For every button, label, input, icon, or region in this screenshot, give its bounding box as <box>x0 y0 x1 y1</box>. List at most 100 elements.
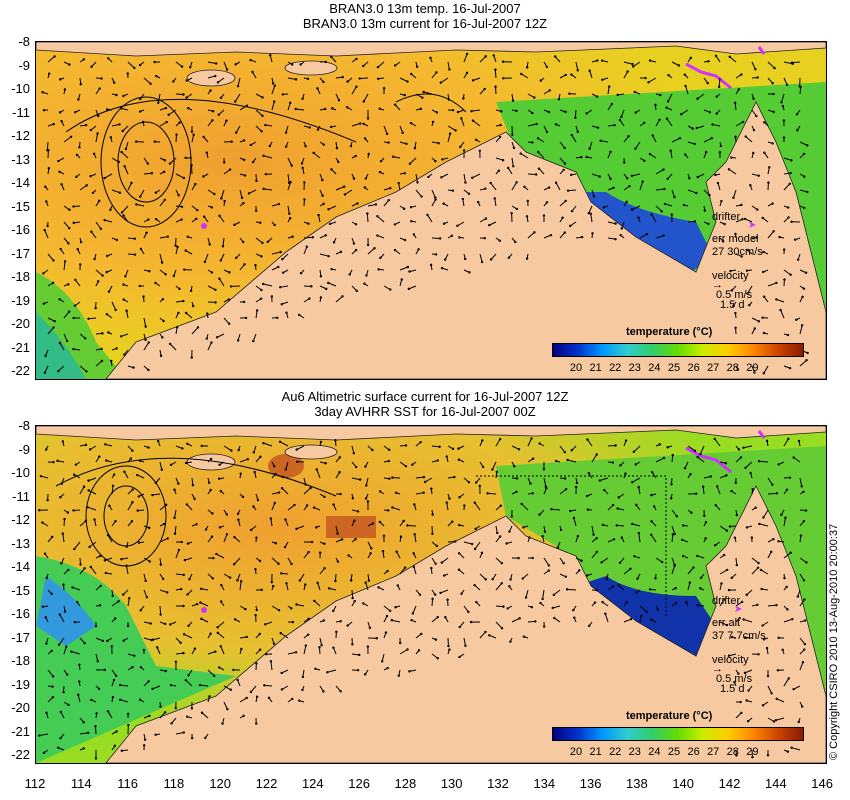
current-arrow <box>743 619 753 623</box>
current-arrow-head <box>122 94 125 98</box>
bottom-y-tick-label: -8 <box>18 418 30 433</box>
current-arrow-head <box>772 92 775 96</box>
current-arrow-head <box>133 237 136 240</box>
current-arrow-head <box>252 451 256 454</box>
current-arrow-head <box>611 585 615 588</box>
current-arrow <box>399 567 406 575</box>
current-arrow <box>186 504 193 511</box>
current-arrow <box>263 188 273 191</box>
current-arrow-head <box>228 576 232 579</box>
current-arrow-head <box>674 602 678 605</box>
current-arrow <box>728 168 737 175</box>
current-arrow <box>591 551 598 559</box>
current-arrow-head <box>507 256 511 259</box>
current-arrow <box>143 317 147 327</box>
current-arrow-head <box>711 123 714 126</box>
current-arrow-head <box>56 746 60 749</box>
current-arrow-head <box>602 206 605 209</box>
current-arrow-head <box>304 145 307 148</box>
current-arrow <box>415 189 422 197</box>
current-arrow-head <box>353 519 356 522</box>
current-arrow-head <box>775 603 778 607</box>
x-tick-label: 144 <box>764 776 787 791</box>
top-colorbar-label: 28 <box>726 362 739 374</box>
current-arrow <box>495 557 503 564</box>
current-arrow-head <box>464 257 467 261</box>
current-arrow-head <box>480 260 484 264</box>
current-arrow-head <box>806 144 809 147</box>
current-arrow-head <box>46 224 49 228</box>
current-arrow-head <box>564 73 567 77</box>
current-arrow <box>95 653 99 662</box>
current-arrow-head <box>358 77 361 80</box>
current-arrow-head <box>679 113 683 116</box>
current-arrow-head <box>732 196 735 199</box>
current-arrow-head <box>321 194 324 197</box>
current-arrow-head <box>390 619 394 622</box>
current-arrow-head <box>232 668 235 672</box>
top-y-tick-label: -19 <box>11 292 30 308</box>
current-arrow-head <box>744 135 747 138</box>
current-arrow-head <box>785 488 789 491</box>
current-arrow-head <box>398 641 402 645</box>
current-arrow <box>104 219 113 223</box>
current-arrow-head <box>228 168 232 171</box>
current-arrow <box>697 456 705 463</box>
current-arrow-head <box>388 609 392 613</box>
current-arrow-head <box>670 497 673 500</box>
current-arrow-head <box>745 526 749 529</box>
north-land <box>36 42 826 57</box>
current-arrow-head <box>801 705 804 708</box>
current-arrow-head <box>483 237 486 240</box>
current-arrow-head <box>648 152 652 156</box>
current-arrow-head <box>499 123 502 127</box>
current-arrow-head <box>322 80 325 84</box>
current-arrow-head <box>530 605 534 609</box>
current-arrow-head <box>354 154 357 158</box>
current-arrow <box>634 141 641 149</box>
current-arrow-head <box>725 529 729 532</box>
current-arrow <box>367 247 375 255</box>
current-arrow-head <box>804 509 808 512</box>
current-arrow-head <box>173 516 176 520</box>
current-arrow-head <box>543 530 547 533</box>
current-arrow-head <box>715 112 718 115</box>
current-arrow-head <box>117 599 120 603</box>
current-arrow-head <box>768 166 771 169</box>
current-arrow-head <box>121 129 124 133</box>
current-arrow-head <box>209 632 212 635</box>
current-arrow <box>671 534 674 543</box>
current-arrow-head <box>147 368 150 372</box>
current-arrow <box>383 605 391 612</box>
current-arrow <box>521 503 529 511</box>
current-arrow-head <box>440 561 443 564</box>
current-arrow-head <box>101 639 105 643</box>
current-arrow-head <box>617 496 620 499</box>
current-arrow-head <box>774 719 778 722</box>
current-arrow-head <box>564 199 567 203</box>
current-arrow-head <box>403 566 407 569</box>
current-arrow-head <box>521 577 524 580</box>
current-arrow <box>351 653 360 656</box>
current-arrow-head <box>733 101 737 105</box>
current-arrow <box>123 215 129 223</box>
current-arrow-head <box>98 87 101 90</box>
current-arrow <box>223 169 231 175</box>
current-arrow <box>79 486 85 495</box>
current-arrow <box>282 253 289 260</box>
current-arrow-head <box>67 568 70 572</box>
current-arrow <box>495 438 501 447</box>
current-arrow <box>783 157 792 161</box>
current-arrow <box>59 342 65 351</box>
current-arrow-head <box>366 117 370 120</box>
current-arrow-head <box>371 522 375 525</box>
current-arrow-head <box>317 213 320 217</box>
current-arrow-head <box>196 326 200 329</box>
current-arrow-head <box>704 521 708 524</box>
current-arrow-head <box>211 512 214 515</box>
current-arrow-head <box>417 248 420 251</box>
current-arrow-head <box>626 70 629 73</box>
current-arrow <box>367 203 376 207</box>
current-arrow-head <box>93 257 96 261</box>
current-arrow-head <box>38 734 41 737</box>
